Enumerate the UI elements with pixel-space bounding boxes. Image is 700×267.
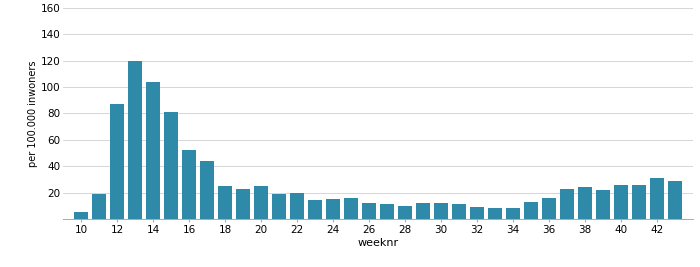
Bar (308, 201, 322, 219)
Bar (363, 203, 376, 219)
Bar (470, 207, 484, 219)
Bar (237, 189, 250, 219)
Bar (272, 194, 286, 219)
Bar (74, 212, 88, 219)
Bar (200, 161, 214, 219)
Bar (164, 112, 178, 219)
Bar (632, 185, 645, 219)
Bar (254, 186, 267, 219)
Bar (489, 209, 502, 219)
Bar (668, 181, 682, 219)
Bar (506, 209, 519, 219)
Bar (290, 193, 304, 219)
Bar (398, 206, 412, 219)
Bar (452, 205, 466, 219)
Bar (111, 104, 124, 219)
Bar (416, 203, 430, 219)
Bar (146, 82, 160, 219)
Bar (596, 190, 610, 219)
Bar (182, 150, 196, 219)
Bar (524, 202, 538, 219)
Bar (542, 198, 556, 219)
Bar (650, 178, 664, 219)
Bar (560, 189, 574, 219)
Bar (92, 194, 106, 219)
Bar (218, 186, 232, 219)
Bar (380, 205, 393, 219)
Y-axis label: per 100.000 inwoners: per 100.000 inwoners (28, 60, 38, 167)
Bar (578, 187, 592, 219)
Bar (128, 61, 142, 219)
Bar (434, 203, 448, 219)
Bar (326, 199, 340, 219)
Bar (344, 198, 358, 219)
Bar (615, 185, 628, 219)
X-axis label: weeknr: weeknr (358, 238, 398, 248)
